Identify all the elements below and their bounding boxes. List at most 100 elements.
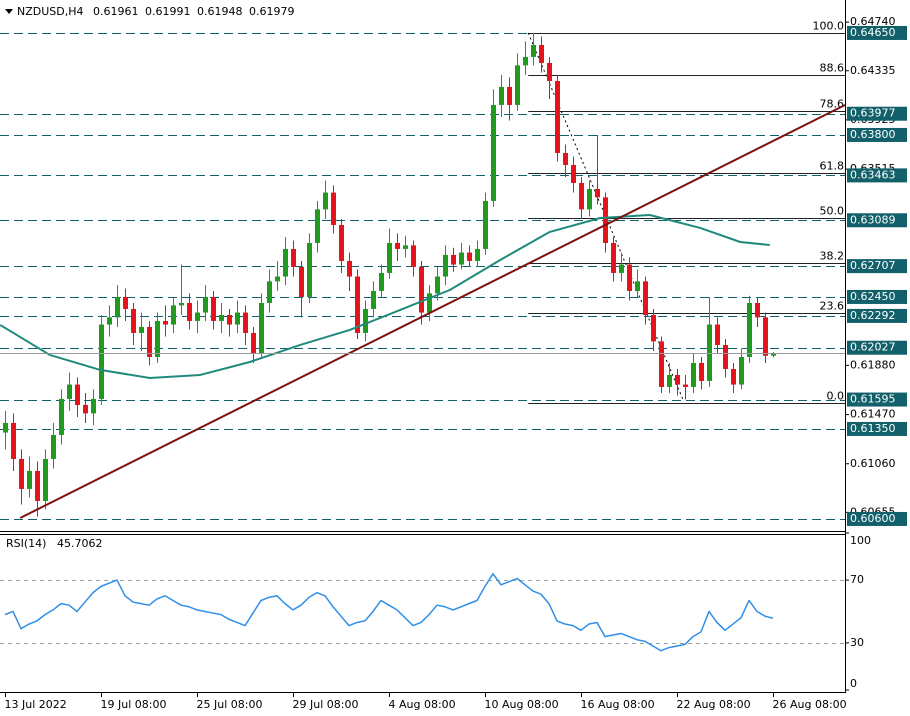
- candle-body: [275, 276, 280, 282]
- candle-body: [523, 56, 528, 66]
- candle-body: [347, 260, 352, 277]
- candle-body: [515, 65, 520, 105]
- high-value: 0.61991: [145, 5, 191, 18]
- y-tick-label: 100: [850, 534, 871, 547]
- candle-body: [75, 384, 80, 405]
- moving-average: [0, 214, 770, 379]
- candle-body: [211, 296, 216, 321]
- candle-body: [315, 209, 320, 243]
- price-label: 0.64650: [850, 26, 896, 39]
- x-tick-label: 19 Jul 08:00: [101, 698, 167, 711]
- x-tick-label: 25 Jul 08:00: [197, 698, 263, 711]
- candle-body: [11, 422, 16, 459]
- open-value: 0.61961: [93, 5, 139, 18]
- candle-body: [507, 86, 512, 105]
- candle-body: [659, 341, 664, 387]
- candle-body: [251, 332, 256, 354]
- candle-body: [155, 320, 160, 357]
- candle-body: [195, 312, 200, 321]
- candle-body: [403, 245, 408, 249]
- candle-body: [283, 248, 288, 277]
- candle-body: [171, 305, 176, 325]
- candle-body: [299, 266, 304, 297]
- price-label-box: [847, 392, 907, 407]
- y-tick-label: 0: [850, 677, 857, 690]
- candle-body: [307, 242, 312, 297]
- candle-body: [731, 368, 736, 385]
- price-label: 0.63800: [850, 128, 896, 141]
- price-label-box: [847, 25, 907, 40]
- candle-body: [243, 312, 248, 333]
- candle-body: [683, 384, 688, 387]
- candle-body: [483, 200, 488, 249]
- candle-body: [51, 434, 56, 459]
- y-tick-label: 0.64335: [850, 64, 896, 77]
- candle-body: [451, 254, 456, 265]
- candle-body: [379, 272, 384, 291]
- candle-body: [147, 326, 152, 357]
- x-tick-label: 4 Aug 08:00: [389, 698, 456, 711]
- candle-body: [587, 188, 592, 210]
- y-tick-label: 0.61470: [850, 408, 896, 421]
- candle-body: [131, 308, 136, 333]
- candle-body: [611, 242, 616, 273]
- price-label-box: [847, 168, 907, 183]
- fib-label: 78.6: [820, 98, 845, 111]
- candle-body: [427, 293, 432, 313]
- candle-body: [115, 296, 120, 318]
- price-label: 0.62450: [850, 290, 896, 303]
- price-label-box: [847, 308, 907, 323]
- x-tick-label: 13 Jul 2022: [5, 698, 67, 711]
- low-value: 0.61948: [197, 5, 243, 18]
- candle-body: [651, 314, 656, 342]
- candle-body: [99, 324, 104, 399]
- x-tick-label: 26 Aug 08:00: [773, 698, 847, 711]
- candle-body: [35, 470, 40, 501]
- rsi-value: 45.7062: [57, 537, 103, 550]
- x-tick-label: 16 Aug 08:00: [581, 698, 655, 711]
- candle-body: [723, 344, 728, 369]
- price-label: 0.63463: [850, 168, 896, 181]
- candle-body: [491, 104, 496, 201]
- candle-body: [411, 245, 416, 267]
- candle-body: [571, 164, 576, 183]
- fib-label: 61.8: [820, 160, 845, 173]
- fib-anchor: [527, 32, 684, 400]
- candle-body: [643, 281, 648, 315]
- candle-body: [595, 188, 600, 198]
- price-label-box: [847, 511, 907, 526]
- candle-body: [627, 264, 632, 291]
- rsi-header: RSI(14) 45.7062: [6, 537, 103, 550]
- candle-body: [715, 324, 720, 345]
- fib-label: 50.0: [820, 205, 845, 218]
- x-tick-label: 10 Aug 08:00: [485, 698, 559, 711]
- trendline: [19, 104, 846, 519]
- candle-body: [531, 44, 536, 57]
- candle-body: [323, 192, 328, 210]
- close-value: 0.61979: [249, 5, 295, 18]
- candle-body: [43, 458, 48, 501]
- candle-body: [387, 242, 392, 273]
- price-label-box: [847, 421, 907, 436]
- price-label-box: [847, 213, 907, 228]
- candle-body: [107, 317, 112, 325]
- y-tick-label: 70: [850, 573, 864, 586]
- menu-arrow[interactable]: [5, 9, 13, 14]
- candle-body: [83, 404, 88, 414]
- price-label-box: [847, 340, 907, 355]
- y-tick-label: 30: [850, 636, 864, 649]
- candle-body: [91, 398, 96, 414]
- candle-body: [235, 312, 240, 325]
- candle-body: [563, 152, 568, 165]
- fib-label: 100.0: [813, 20, 845, 33]
- candle-body: [579, 182, 584, 210]
- candle-body: [707, 324, 712, 381]
- price-label-box: [847, 289, 907, 304]
- candle-body: [443, 254, 448, 277]
- price-label: 0.61595: [850, 393, 896, 406]
- candle-body: [475, 248, 480, 261]
- rsi-title: RSI(14): [6, 537, 46, 550]
- price-label: 0.62292: [850, 309, 896, 322]
